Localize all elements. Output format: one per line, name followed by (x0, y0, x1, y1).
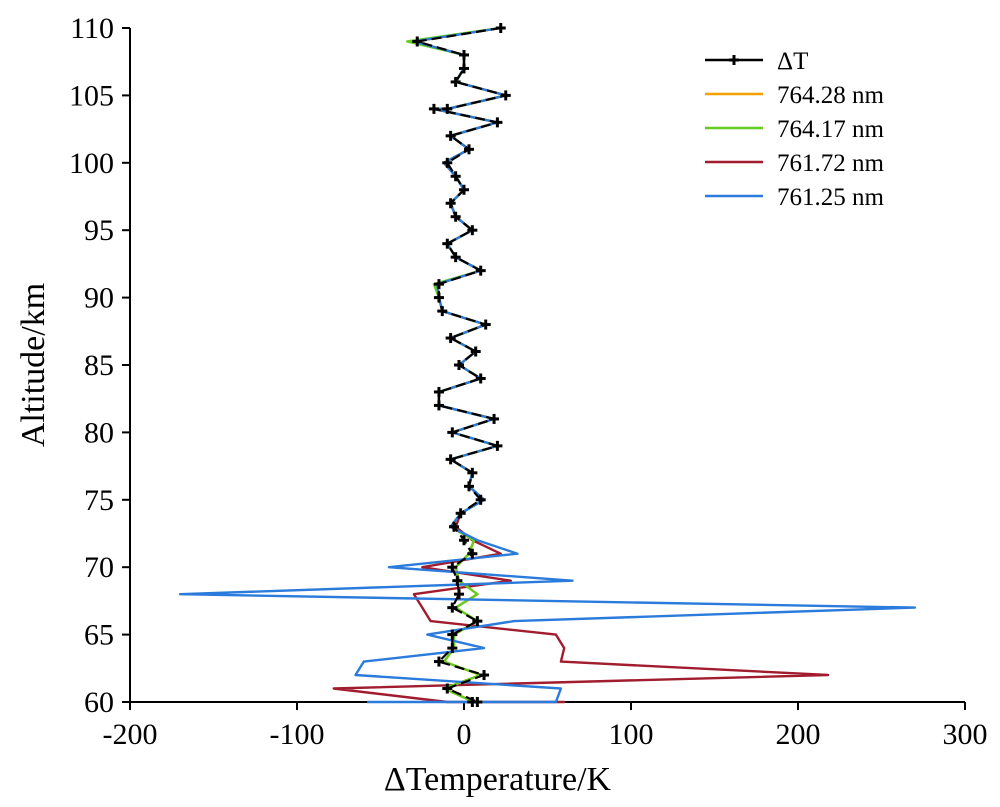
series-point (447, 562, 458, 573)
series-point (453, 360, 464, 370)
series-point (445, 130, 456, 141)
legend-item: 761.25 nm (705, 184, 885, 211)
series-point (433, 292, 444, 303)
series-point (459, 535, 469, 546)
series-point (448, 521, 459, 532)
legend-label: 764.28 nm (777, 82, 885, 109)
y-tick-label: 90 (84, 282, 114, 315)
series-point (447, 602, 458, 613)
series-point (464, 481, 475, 492)
series-point (445, 454, 456, 465)
series-point (442, 238, 453, 249)
x-tick-label: -100 (270, 718, 325, 751)
y-tick-label: 65 (84, 619, 114, 652)
series-point (475, 373, 486, 384)
legend: ΔT 764.28 nm 764.17 nm 761.72 nm 761.25 nm (705, 48, 885, 211)
series-point (489, 413, 500, 424)
legend-label: 764.17 nm (777, 116, 885, 143)
series-point (442, 157, 453, 168)
series-point (450, 76, 461, 87)
series-point (445, 333, 456, 344)
y-tick-label: 105 (69, 79, 114, 112)
legend-item: ΔT (705, 48, 808, 75)
legend-item: 764.28 nm (705, 82, 885, 109)
series-point (480, 319, 491, 330)
series-point (475, 265, 486, 276)
series-point (479, 670, 490, 681)
series-point (459, 63, 469, 74)
y-tick-label: 110 (70, 12, 114, 45)
series-point (452, 575, 463, 586)
x-tick-label: 300 (943, 718, 988, 751)
series-point (447, 427, 458, 438)
legend-label: 761.72 nm (777, 150, 885, 177)
series-layer (178, 23, 917, 707)
series-point (412, 36, 423, 47)
series-point (467, 467, 478, 478)
y-tick-label: 75 (84, 484, 114, 517)
series-point (433, 400, 444, 411)
series-point (500, 90, 511, 101)
series-point (445, 198, 456, 209)
x-tick-label: -200 (103, 718, 158, 751)
series-point (455, 508, 466, 519)
y-tick-label: 70 (84, 551, 114, 584)
series-point (467, 548, 478, 559)
series-point (437, 306, 448, 317)
series-point (475, 494, 486, 505)
series-point (459, 49, 469, 60)
legend-item: 764.17 nm (705, 116, 885, 143)
series-point (450, 211, 461, 222)
y-tick-label: 95 (84, 214, 114, 247)
x-tick-label: 0 (457, 718, 472, 751)
series-point (492, 117, 503, 128)
series-point (450, 252, 461, 263)
series-point (464, 144, 475, 155)
series-point (467, 697, 478, 707)
series-point (459, 184, 469, 195)
series-point (472, 616, 483, 627)
y-tick-label: 60 (84, 686, 114, 719)
series-point (433, 386, 444, 397)
y-tick-label: 100 (69, 147, 114, 180)
series-point (433, 279, 444, 290)
y-tick-label: 85 (84, 349, 114, 382)
series-point (447, 629, 458, 640)
legend-label: 761.25 nm (777, 184, 885, 211)
axes: -200 -100 0 100 200 300 60 65 70 75 80 85 90 95 100 105… (15, 12, 988, 798)
x-tick-label: 100 (609, 718, 654, 751)
series-point (453, 589, 464, 600)
series-point (467, 225, 478, 236)
series-point (450, 171, 461, 182)
series-point (428, 103, 439, 114)
y-axis-title: Altitude/km (15, 283, 52, 447)
series-point (495, 23, 506, 33)
legend-label: ΔT (777, 48, 808, 75)
series-point (433, 656, 444, 667)
x-axis-title: ΔTemperature/K (384, 761, 612, 798)
legend-item: 761.72 nm (705, 150, 885, 177)
x-tick-label: 200 (776, 718, 821, 751)
y-tick-label: 80 (84, 416, 114, 449)
series-point (492, 440, 503, 451)
series-point (442, 683, 453, 694)
series-point (470, 346, 481, 357)
series-point (447, 643, 458, 654)
series-point (442, 103, 453, 114)
